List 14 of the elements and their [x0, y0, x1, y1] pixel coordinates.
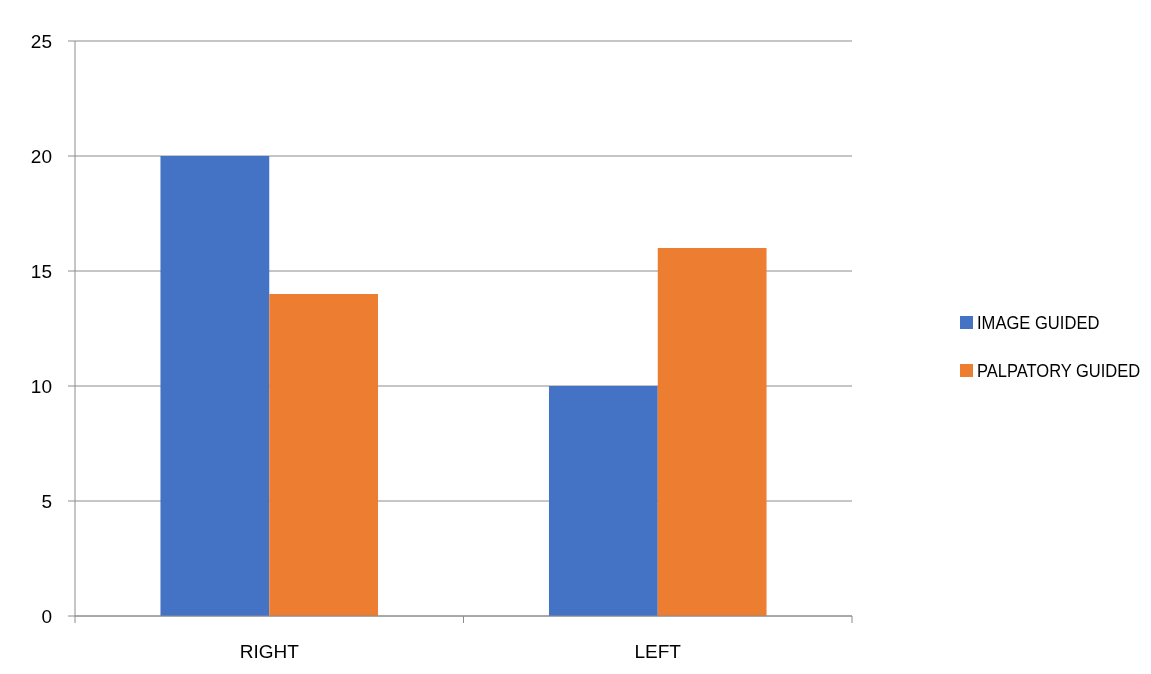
- y-tick-label: 20: [30, 145, 52, 167]
- legend-label: IMAGE GUIDED: [977, 313, 1111, 334]
- y-tick-label: 10: [30, 375, 52, 397]
- legend-label: PALPATORY GUIDED: [977, 361, 1151, 382]
- y-tick-label: 5: [41, 490, 52, 512]
- y-tick-label: 15: [30, 260, 52, 282]
- y-tick-label: 25: [30, 30, 52, 52]
- bar: [160, 156, 270, 616]
- bar: [657, 248, 767, 616]
- x-tick-label: LEFT: [634, 641, 682, 662]
- y-tick-label: 0: [41, 605, 52, 627]
- x-tick-label: RIGHT: [239, 641, 300, 662]
- bar: [269, 294, 379, 616]
- bar: [548, 386, 658, 616]
